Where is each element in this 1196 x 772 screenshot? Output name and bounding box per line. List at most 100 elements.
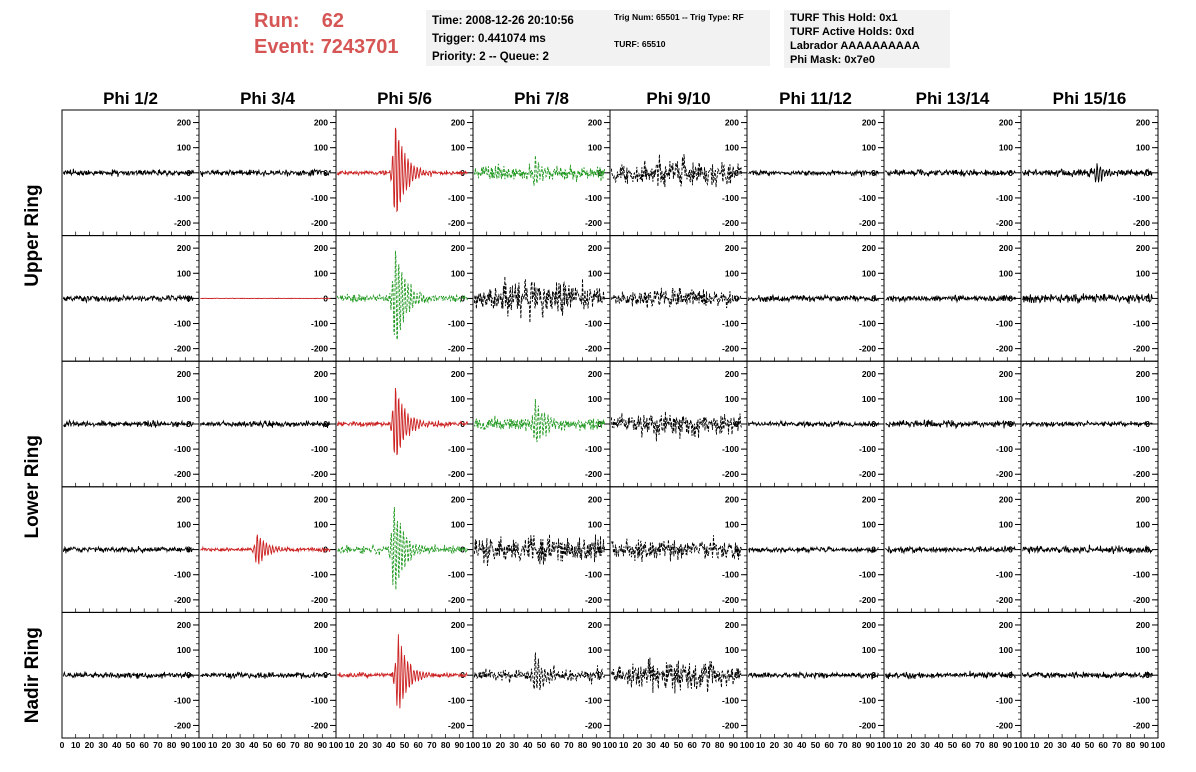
y-tick-label: 100 bbox=[177, 519, 191, 529]
x-tick-label: 100 bbox=[329, 740, 343, 750]
column-title: Phi 13/14 bbox=[916, 89, 990, 108]
x-tick-label: 50 bbox=[1085, 740, 1095, 750]
waveform-trace bbox=[63, 418, 194, 428]
y-tick-label: 100 bbox=[862, 519, 876, 529]
y-tick-label: -200 bbox=[722, 344, 739, 354]
waveform-trace bbox=[610, 154, 742, 188]
x-tick-label: 20 bbox=[359, 740, 369, 750]
turf-info-box: TURF This Hold: 0x1 TURF Active Holds: 0… bbox=[784, 10, 950, 68]
waveform-trace bbox=[1022, 293, 1153, 304]
y-tick-label: -200 bbox=[311, 595, 328, 605]
x-tick-label: 20 bbox=[907, 740, 917, 750]
y-tick-label: -100 bbox=[996, 570, 1013, 580]
x-tick-label: 50 bbox=[948, 740, 958, 750]
y-tick-label: 200 bbox=[725, 494, 739, 504]
y-tick-label: -100 bbox=[859, 444, 876, 454]
y-tick-label: -100 bbox=[448, 570, 465, 580]
waveform-trace bbox=[337, 506, 468, 590]
x-tick-label: 90 bbox=[592, 740, 602, 750]
y-tick-label: -100 bbox=[722, 570, 739, 580]
waveform-trace bbox=[473, 534, 605, 566]
y-tick-label: -100 bbox=[859, 570, 876, 580]
y-tick-label: -200 bbox=[859, 720, 876, 730]
y-tick-label: -100 bbox=[859, 695, 876, 705]
y-tick-label: 0 bbox=[323, 670, 328, 680]
y-tick-label: -200 bbox=[311, 218, 328, 228]
waveform-trace bbox=[1021, 670, 1153, 680]
y-tick-label: 200 bbox=[862, 494, 876, 504]
time-info-box: Time: 2008-12-26 20:10:56 Trigger: 0.441… bbox=[426, 10, 618, 66]
turf-active-text: TURF Active Holds: 0xd bbox=[790, 26, 915, 38]
waveform-trace bbox=[885, 419, 1016, 430]
waveform-trace bbox=[885, 168, 1016, 178]
y-tick-label: 200 bbox=[725, 243, 739, 253]
y-tick-label: 200 bbox=[314, 243, 328, 253]
x-tick-label: 40 bbox=[660, 740, 670, 750]
waveform-trace bbox=[747, 293, 879, 303]
waveform-trace bbox=[611, 535, 742, 562]
y-tick-label: 100 bbox=[588, 645, 602, 655]
y-tick-label: -100 bbox=[448, 695, 465, 705]
x-tick-label: 0 bbox=[60, 740, 65, 750]
waveform-trace bbox=[747, 671, 879, 680]
labrador-text: Labrador AAAAAAAAAA bbox=[790, 40, 920, 52]
y-tick-label: -200 bbox=[859, 218, 876, 228]
x-tick-label: 70 bbox=[153, 740, 163, 750]
x-tick-label: 80 bbox=[304, 740, 314, 750]
x-tick-label: 50 bbox=[674, 740, 684, 750]
y-tick-label: -200 bbox=[585, 469, 602, 479]
y-tick-label: 200 bbox=[862, 620, 876, 630]
y-tick-label: -100 bbox=[1133, 319, 1150, 329]
y-tick-label: 200 bbox=[999, 118, 1013, 128]
y-tick-label: -200 bbox=[1133, 218, 1150, 228]
y-tick-label: -100 bbox=[174, 444, 191, 454]
y-tick-label: 200 bbox=[314, 494, 328, 504]
x-tick-label: 60 bbox=[1098, 740, 1108, 750]
x-tick-label: 30 bbox=[98, 740, 108, 750]
y-tick-label: 200 bbox=[999, 243, 1013, 253]
y-tick-label: 200 bbox=[177, 494, 191, 504]
y-tick-label: -200 bbox=[174, 720, 191, 730]
y-tick-label: -200 bbox=[174, 469, 191, 479]
y-tick-label: 200 bbox=[999, 369, 1013, 379]
y-tick-label: -100 bbox=[996, 319, 1013, 329]
trigger-info-box: Trig Num: 65501 -- Trig Type: RF TURF: 6… bbox=[606, 10, 770, 66]
priority-text: Priority: 2 -- Queue: 2 bbox=[432, 51, 549, 63]
x-tick-label: 20 bbox=[85, 740, 95, 750]
x-tick-label: 80 bbox=[1126, 740, 1136, 750]
y-tick-label: -100 bbox=[722, 319, 739, 329]
y-tick-label: 100 bbox=[177, 268, 191, 278]
x-tick-label: 80 bbox=[578, 740, 588, 750]
y-tick-label: -200 bbox=[448, 344, 465, 354]
column-title: Phi 11/12 bbox=[779, 89, 852, 108]
x-tick-label: 20 bbox=[770, 740, 780, 750]
y-tick-label: 100 bbox=[177, 143, 191, 153]
waveform-trace bbox=[62, 545, 194, 554]
x-tick-label: 80 bbox=[441, 740, 451, 750]
y-tick-label: -100 bbox=[448, 444, 465, 454]
waveform-trace bbox=[336, 127, 468, 213]
y-tick-label: -200 bbox=[1133, 344, 1150, 354]
waveform-trace bbox=[473, 398, 605, 443]
x-tick-label: 90 bbox=[318, 740, 328, 750]
x-tick-label: 100 bbox=[877, 740, 891, 750]
x-tick-label: 70 bbox=[975, 740, 985, 750]
x-tick-label: 20 bbox=[1044, 740, 1054, 750]
waveform-trace bbox=[473, 276, 605, 323]
x-tick-label: 60 bbox=[687, 740, 697, 750]
x-tick-label: 70 bbox=[1112, 740, 1122, 750]
waveform-trace bbox=[199, 419, 331, 429]
